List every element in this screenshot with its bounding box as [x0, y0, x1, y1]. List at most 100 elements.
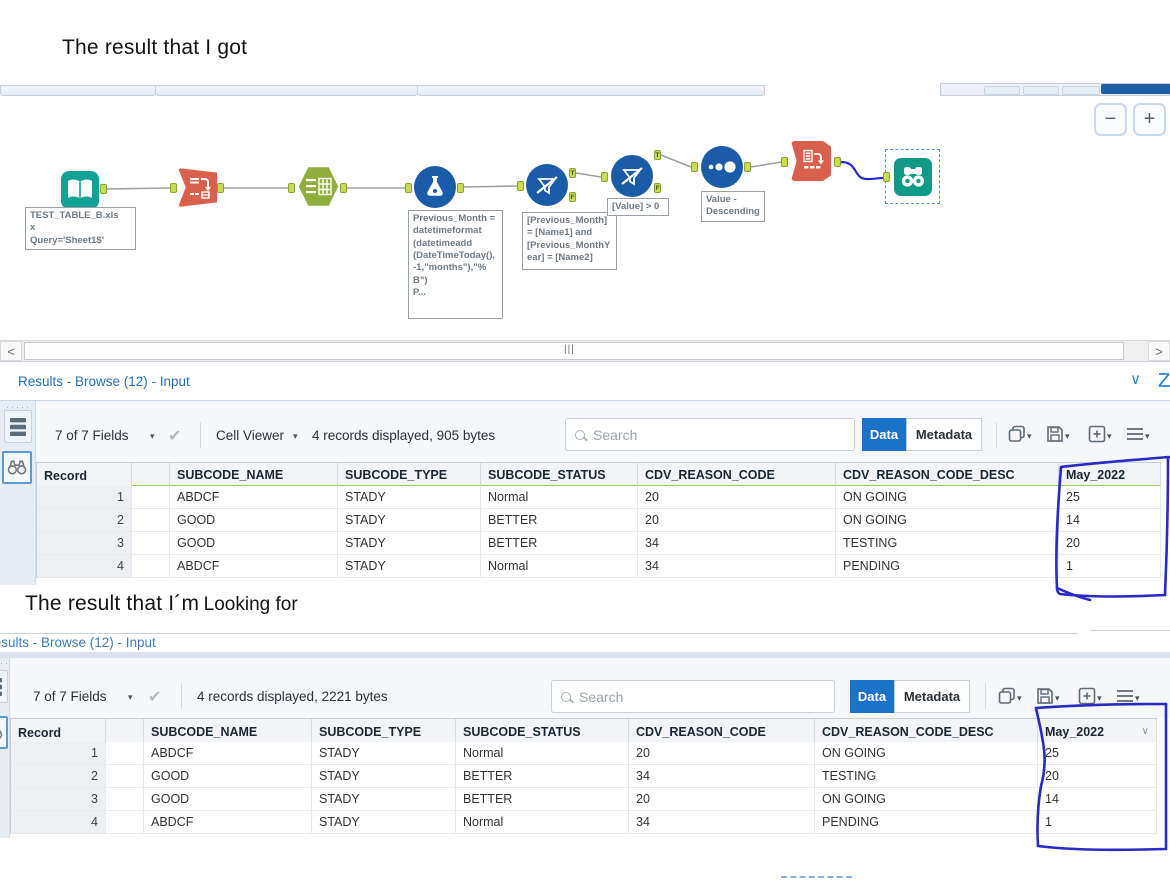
- chevron-down-icon[interactable]: ▾: [1135, 693, 1140, 703]
- table-cell[interactable]: 20: [638, 486, 836, 509]
- table-cell[interactable]: BETTER: [481, 532, 638, 555]
- table-cell[interactable]: Normal: [456, 811, 629, 834]
- table-cell[interactable]: 25: [1038, 742, 1157, 765]
- connection-wire[interactable]: [660, 154, 692, 168]
- table-cell[interactable]: TESTING: [815, 765, 1038, 788]
- table-cell[interactable]: GOOD: [170, 532, 338, 555]
- chevron-down-icon[interactable]: ▾: [1097, 693, 1102, 703]
- chevron-down-icon[interactable]: ▾: [1065, 431, 1070, 441]
- summarize-tool[interactable]: [298, 167, 339, 206]
- connection-wire[interactable]: [106, 187, 171, 190]
- layout-rows-button[interactable]: [0, 670, 8, 703]
- true-output-anchor[interactable]: T: [654, 150, 661, 160]
- crosstab-tool[interactable]: [791, 141, 831, 181]
- table-cell[interactable]: ABDCF: [170, 486, 338, 509]
- zoom-out-button[interactable]: −: [1094, 103, 1127, 136]
- canvas-horizontal-scrollbar[interactable]: < > |||: [0, 340, 1170, 362]
- filter-tool-1[interactable]: [526, 164, 568, 206]
- record-number[interactable]: 2: [37, 509, 132, 532]
- table-cell[interactable]: [106, 742, 144, 765]
- true-output-anchor[interactable]: T: [569, 168, 576, 178]
- table-cell[interactable]: ON GOING: [836, 509, 1059, 532]
- table-cell[interactable]: BETTER: [481, 509, 638, 532]
- connection-wire-selected[interactable]: [840, 160, 884, 181]
- table-cell[interactable]: ON GOING: [815, 788, 1038, 811]
- record-number[interactable]: 2: [11, 765, 106, 788]
- column-header[interactable]: Record: [11, 719, 106, 745]
- record-number[interactable]: 4: [37, 555, 132, 578]
- table-cell[interactable]: GOOD: [144, 788, 312, 811]
- scrollbar-thumb[interactable]: [24, 342, 1124, 360]
- table-cell[interactable]: STADY: [312, 811, 456, 834]
- table-cell[interactable]: PENDING: [836, 555, 1059, 578]
- search-input[interactable]: [593, 426, 845, 443]
- table-cell[interactable]: 1: [1038, 811, 1157, 834]
- table-cell[interactable]: Normal: [456, 742, 629, 765]
- table-cell[interactable]: [132, 555, 170, 578]
- input-data-tool[interactable]: [61, 171, 99, 209]
- chevron-down-icon[interactable]: ▾: [1027, 431, 1032, 441]
- browse-view-button[interactable]: [0, 716, 8, 749]
- table-cell[interactable]: 14: [1038, 788, 1157, 811]
- table-cell[interactable]: STADY: [338, 555, 481, 578]
- zoom-in-button[interactable]: +: [1133, 103, 1166, 136]
- table-cell[interactable]: TESTING: [836, 532, 1059, 555]
- search-box[interactable]: [565, 418, 855, 451]
- layout-rows-button[interactable]: [4, 410, 32, 443]
- table-cell[interactable]: STADY: [338, 532, 481, 555]
- output-anchor[interactable]: [217, 183, 224, 193]
- column-header[interactable]: SUBCODE_NAME: [170, 463, 338, 488]
- table-cell[interactable]: ON GOING: [836, 486, 1059, 509]
- input-anchor[interactable]: [517, 181, 524, 191]
- table-cell[interactable]: 25: [1059, 486, 1161, 509]
- sort-tool[interactable]: [701, 146, 743, 188]
- table-cell[interactable]: BETTER: [456, 765, 629, 788]
- table-cell[interactable]: ABDCF: [170, 555, 338, 578]
- false-output-anchor[interactable]: F: [569, 192, 576, 202]
- browse-view-button[interactable]: [2, 451, 32, 484]
- table-cell[interactable]: 20: [629, 742, 815, 765]
- chevron-down-icon[interactable]: ▾: [293, 431, 298, 441]
- table-cell[interactable]: BETTER: [456, 788, 629, 811]
- sort-chevron-icon[interactable]: ∨: [1141, 726, 1149, 737]
- copy-icon[interactable]: [1006, 423, 1028, 445]
- browse-tool[interactable]: [894, 158, 932, 196]
- input-anchor[interactable]: [288, 183, 295, 193]
- table-cell[interactable]: 20: [638, 509, 836, 532]
- false-output-anchor[interactable]: F: [654, 183, 661, 193]
- table-cell[interactable]: ABDCF: [144, 742, 312, 765]
- table-cell[interactable]: GOOD: [170, 509, 338, 532]
- connection-wire[interactable]: [750, 161, 782, 168]
- record-number[interactable]: 1: [37, 486, 132, 509]
- output-anchor[interactable]: [340, 183, 347, 193]
- collapse-chevron-icon[interactable]: ∨: [1130, 371, 1141, 388]
- apply-checkmark-icon[interactable]: ✔: [168, 428, 182, 445]
- table-cell[interactable]: [132, 532, 170, 555]
- filter-tool-2[interactable]: [611, 155, 653, 197]
- chevron-down-icon[interactable]: ▾: [1017, 693, 1022, 703]
- menu-icon[interactable]: [1114, 685, 1136, 707]
- fields-dropdown[interactable]: 7 of 7 Fields: [55, 428, 129, 443]
- save-icon[interactable]: [1044, 423, 1066, 445]
- record-number[interactable]: 1: [11, 742, 106, 765]
- output-anchor[interactable]: [457, 183, 464, 193]
- input-anchor[interactable]: [691, 162, 698, 172]
- search-box[interactable]: [551, 680, 835, 713]
- new-window-icon[interactable]: [1086, 423, 1108, 445]
- table-cell[interactable]: 20: [1038, 765, 1157, 788]
- connection-wire[interactable]: [463, 185, 518, 188]
- drag-grip[interactable]: ·····: [6, 402, 31, 412]
- cell-viewer-dropdown[interactable]: Cell Viewer: [216, 428, 285, 443]
- record-number[interactable]: 3: [11, 788, 106, 811]
- save-icon[interactable]: [1034, 685, 1056, 707]
- data-tab-button[interactable]: Data: [850, 680, 894, 713]
- scroll-right-button[interactable]: >: [1148, 341, 1170, 361]
- metadata-tab-button[interactable]: Metadata: [906, 418, 982, 451]
- chevron-down-icon[interactable]: ▾: [128, 692, 133, 702]
- transpose-tool[interactable]: [178, 168, 217, 207]
- column-header[interactable]: SUBCODE_STATUS: [481, 463, 638, 488]
- drag-grip[interactable]: ··: [0, 658, 10, 668]
- input-anchor[interactable]: [781, 157, 788, 167]
- input-anchor[interactable]: [405, 183, 412, 193]
- table-cell[interactable]: 14: [1059, 509, 1161, 532]
